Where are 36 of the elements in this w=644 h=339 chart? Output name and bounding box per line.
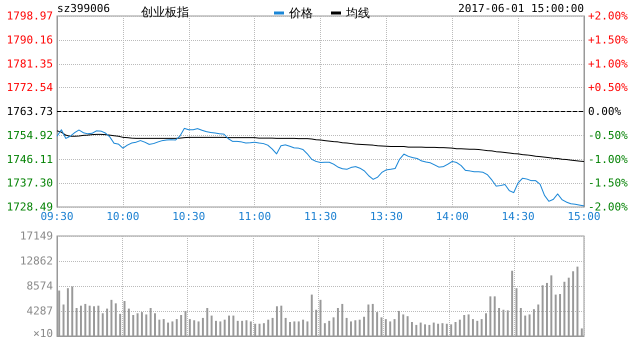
legend-label: 均线 — [345, 6, 370, 20]
y2-tick-label: -1.00% — [588, 152, 628, 166]
y-tick-label: 1737.30 — [6, 176, 53, 190]
y2-tick-label: -0.50% — [588, 128, 628, 142]
y-tick-label: 12862 — [20, 254, 53, 268]
line-series — [56, 128, 584, 206]
y-tick-label: 17149 — [20, 230, 53, 242]
y-tick-label: 1754.92 — [6, 128, 53, 142]
y2-tick-label: 0.00% — [588, 105, 622, 118]
y2-tick-label: -1.50% — [588, 176, 628, 190]
x-tick-label: 11:00 — [238, 210, 272, 223]
x-tick-label: 10:00 — [106, 210, 140, 223]
y2-tick-label: +0.50% — [588, 81, 628, 94]
x-tick-label: 09:30 — [40, 210, 74, 223]
x-tick-label: 11:30 — [304, 210, 338, 223]
x-tick-label: 13:30 — [370, 210, 403, 223]
y-tick-label: 4287 — [26, 304, 53, 318]
y-tick-label: 1763.73 — [6, 105, 53, 118]
y-tick-label: 1781.35 — [6, 57, 53, 70]
y2-tick-label: +1.50% — [588, 33, 628, 46]
line-series — [56, 130, 584, 162]
y-axis-title: ×10 — [33, 327, 54, 339]
y-tick-label: 1790.16 — [6, 33, 53, 46]
x-tick-label: 14:30 — [502, 210, 535, 223]
text: sz399006 — [57, 2, 110, 15]
y-tick-label: 1798.97 — [6, 10, 53, 22]
y-tick-label: 8574 — [26, 280, 54, 293]
y-tick-label: 1746.11 — [6, 152, 53, 166]
text: 2017-06-01 15:00:00 — [458, 2, 584, 15]
y2-tick-label: +2.00% — [588, 10, 628, 22]
legend-label: 价格 — [288, 6, 313, 20]
y2-tick-label: +1.00% — [588, 57, 628, 70]
x-tick-label: 10:30 — [172, 210, 206, 223]
chart-title: 创业板指 — [141, 5, 189, 19]
y-tick-label: 1772.54 — [6, 81, 54, 94]
x-tick-label: 14:00 — [436, 210, 469, 223]
